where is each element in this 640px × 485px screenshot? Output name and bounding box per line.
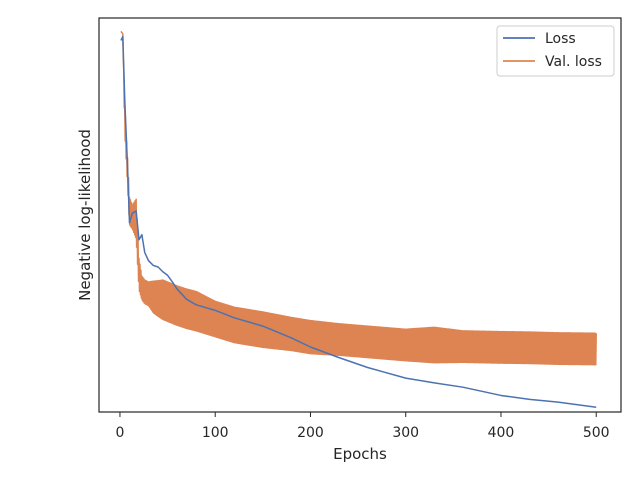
x-axis-ticks: 0 100 200 300 400 500 xyxy=(115,412,610,441)
y-axis-label: Negative log-likelihood xyxy=(76,129,94,301)
x-axis-label: Epochs xyxy=(333,445,387,463)
x-tick-label: 400 xyxy=(488,425,515,441)
legend: Loss Val. loss xyxy=(496,25,615,77)
x-tick-label: 100 xyxy=(202,425,229,441)
x-tick-label: 500 xyxy=(583,425,610,441)
x-tick-label: 300 xyxy=(392,425,419,441)
x-tick-label: 0 xyxy=(115,425,124,441)
series-line-loss xyxy=(120,35,597,409)
series-layer xyxy=(120,30,597,409)
legend-label-val-loss: Val. loss xyxy=(545,54,602,70)
plot-frame xyxy=(98,17,622,413)
x-tick-label: 200 xyxy=(297,425,324,441)
legend-label-loss: Loss xyxy=(545,31,576,47)
